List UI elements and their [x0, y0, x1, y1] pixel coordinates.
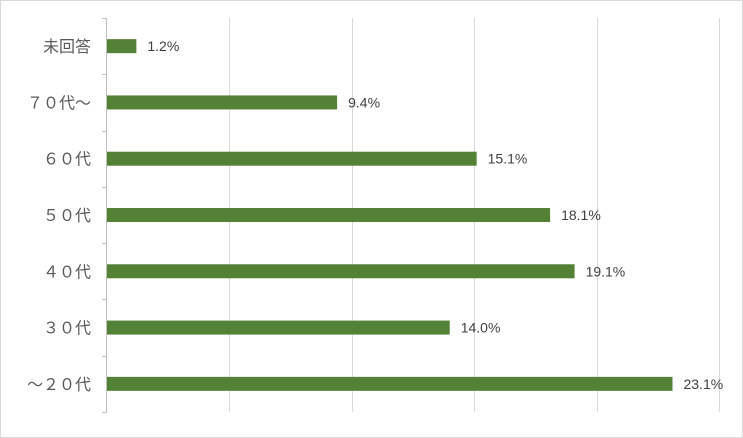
category-label: ～２０代 — [27, 375, 91, 394]
bar — [107, 151, 477, 166]
category-label: ４０代 — [43, 262, 91, 281]
labels: 未回答 1.2% ７０代～ 9.4% ６０代 15.1% ５０代 18.1% ４０代 19.1% ３… — [27, 37, 723, 394]
bar — [107, 208, 551, 222]
category-axis — [102, 18, 107, 413]
data-label: 19.1% — [586, 263, 626, 279]
bar — [107, 376, 673, 391]
bar — [107, 95, 338, 110]
data-label: 23.1% — [683, 376, 723, 392]
category-label: 未回答 — [43, 37, 91, 56]
data-label: 1.2% — [147, 38, 179, 54]
bar — [107, 264, 575, 279]
category-label: ６０代 — [43, 150, 91, 169]
data-label: 9.4% — [348, 94, 380, 110]
bar — [107, 39, 137, 54]
category-label: ５０代 — [43, 206, 91, 225]
category-label: ７０代～ — [27, 93, 91, 112]
data-label: 14.0% — [461, 320, 501, 336]
category-label: ３０代 — [43, 319, 91, 338]
data-label: 18.1% — [561, 207, 601, 223]
bar — [107, 320, 450, 335]
bars — [107, 39, 673, 391]
data-label: 15.1% — [488, 151, 528, 167]
